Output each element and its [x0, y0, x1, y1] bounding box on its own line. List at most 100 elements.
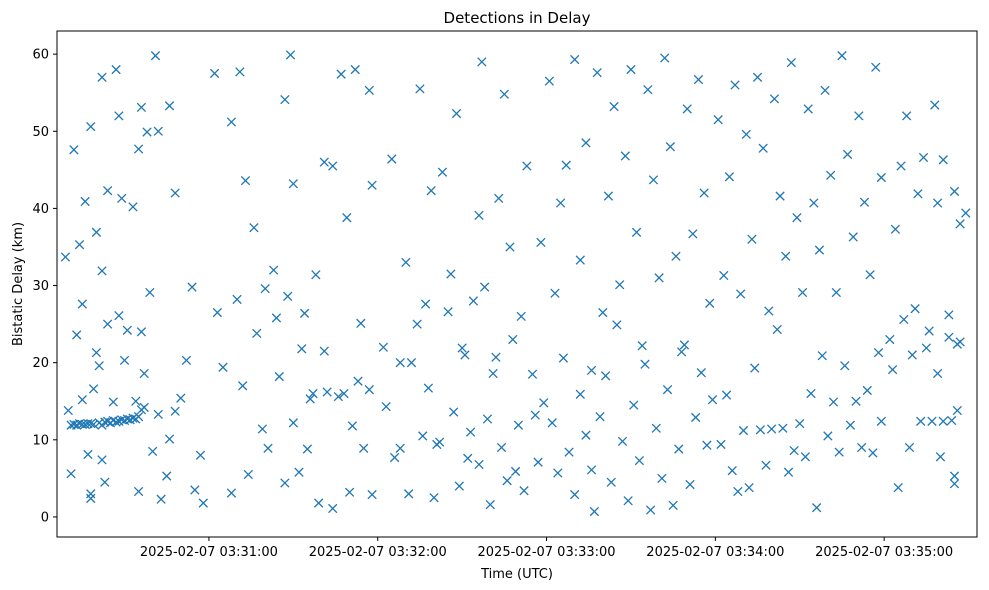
data-point — [707, 395, 718, 405]
data-point — [834, 447, 844, 457]
data-point — [198, 498, 208, 508]
data-point — [344, 487, 355, 497]
data-point — [693, 74, 704, 85]
data-point — [271, 313, 282, 323]
x-axis-label: Time (UTC) — [480, 567, 553, 582]
data-point — [404, 489, 414, 499]
data-point — [581, 138, 591, 148]
data-point — [944, 332, 954, 342]
data-point — [502, 476, 512, 486]
data-point — [961, 208, 971, 218]
data-point — [721, 390, 732, 400]
data-point — [437, 167, 448, 177]
data-point — [60, 252, 71, 262]
data-point — [72, 330, 82, 340]
data-point — [195, 450, 206, 460]
data-point — [761, 460, 771, 470]
data-point — [209, 68, 220, 79]
data-point — [592, 67, 602, 78]
data-point — [181, 355, 192, 366]
data-point — [336, 69, 346, 79]
data-point — [434, 437, 445, 447]
data-point — [724, 172, 735, 182]
data-point — [235, 67, 245, 77]
data-point — [86, 493, 96, 504]
data-point — [311, 270, 321, 280]
x-tick-label: 2025-02-07 03:32:00 — [309, 545, 447, 560]
data-point — [187, 282, 197, 292]
data-point — [854, 111, 864, 121]
data-point — [688, 229, 698, 239]
data-point — [294, 467, 304, 477]
data-point — [848, 232, 858, 242]
data-point — [77, 395, 87, 405]
data-point — [631, 227, 642, 237]
data-point — [86, 489, 96, 499]
data-point — [308, 388, 318, 399]
data-point — [457, 343, 467, 353]
data-point — [263, 443, 273, 453]
data-point — [654, 273, 664, 283]
data-point — [491, 352, 501, 362]
data-point — [364, 85, 374, 96]
data-point — [750, 363, 760, 373]
data-point — [139, 402, 149, 413]
data-point — [283, 291, 293, 302]
y-tick-label: 50 — [32, 125, 49, 140]
data-point — [288, 418, 298, 428]
data-point — [699, 188, 709, 198]
data-point — [555, 198, 566, 208]
data-point — [527, 369, 538, 379]
data-point — [902, 111, 912, 121]
data-point — [786, 57, 796, 68]
data-point — [147, 446, 158, 457]
data-point — [395, 443, 405, 453]
data-point — [932, 368, 943, 379]
data-point — [949, 479, 960, 489]
data-point — [387, 154, 397, 164]
data-point — [629, 400, 639, 410]
x-tick-label: 2025-02-07 03:31:00 — [140, 545, 278, 560]
data-point — [136, 327, 147, 337]
chart-title: Detections in Delay — [444, 9, 591, 27]
data-point — [758, 143, 768, 153]
data-point — [887, 364, 898, 375]
data-point — [423, 383, 434, 393]
data-point — [539, 398, 549, 408]
data-point — [88, 384, 99, 394]
data-point — [162, 471, 172, 481]
data-point — [117, 193, 127, 204]
data-point — [862, 385, 872, 396]
data-point — [640, 359, 650, 369]
data-point — [406, 358, 417, 368]
y-tick-label: 30 — [32, 279, 49, 294]
data-point — [443, 307, 453, 317]
data-point — [921, 343, 932, 353]
data-point — [845, 420, 856, 430]
data-point — [381, 401, 391, 412]
data-point — [719, 270, 729, 281]
data-point — [353, 376, 363, 386]
data-point — [226, 117, 237, 127]
data-point — [257, 424, 268, 434]
data-point — [955, 219, 965, 229]
data-point — [131, 396, 141, 406]
data-point — [342, 213, 352, 223]
data-point — [474, 210, 484, 221]
data-point — [91, 227, 102, 237]
data-point — [102, 186, 113, 196]
data-point — [623, 496, 633, 506]
data-point — [260, 283, 270, 294]
data-point — [916, 416, 926, 426]
data-point — [671, 251, 681, 261]
x-tick-label: 2025-02-07 03:35:00 — [815, 545, 953, 560]
data-point — [575, 389, 585, 399]
data-point — [142, 127, 152, 137]
data-point — [544, 76, 555, 86]
data-point — [170, 406, 180, 416]
data-point — [333, 391, 344, 402]
data-point — [86, 418, 96, 429]
data-point — [803, 104, 813, 114]
data-point — [952, 405, 962, 416]
